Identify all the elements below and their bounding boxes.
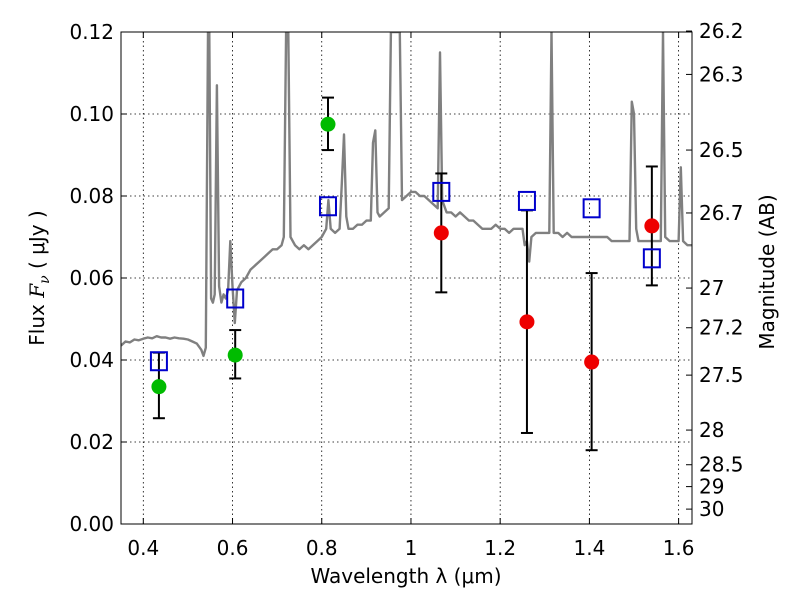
circle-marker bbox=[644, 218, 660, 234]
magnitude-tick-label: 28.5 bbox=[699, 453, 744, 477]
square-marker bbox=[517, 190, 536, 211]
x-tick-label: 1.2 bbox=[484, 536, 516, 560]
circle-marker bbox=[519, 314, 535, 330]
y-tick-label: 0.10 bbox=[69, 102, 114, 126]
y-tick-labels: 0.00 0.02 0.04 0.06 0.08 0.10 0.12 bbox=[69, 20, 114, 536]
y-axis-title: Flux Fν ( μJy ) bbox=[25, 210, 53, 345]
model-spectrum bbox=[121, 32, 692, 358]
y-tick-label: 0.08 bbox=[69, 184, 114, 208]
square-marker bbox=[642, 248, 661, 269]
magnitude-tick-label: 27 bbox=[699, 276, 724, 300]
circle-marker bbox=[227, 347, 243, 363]
magnitude-axis-title: Magnitude (AB) bbox=[755, 194, 779, 349]
y-tick-label: 0.06 bbox=[69, 266, 114, 290]
square-marker bbox=[582, 198, 601, 219]
x-tick-label: 1.4 bbox=[573, 536, 605, 560]
y-tick-label: 0.02 bbox=[69, 430, 114, 454]
x-tick-label: 1.6 bbox=[663, 536, 695, 560]
x-axis-title: Wavelength λ (μm) bbox=[310, 564, 501, 588]
magnitude-tick-label: 29 bbox=[699, 475, 724, 499]
magnitude-tick-label: 26.7 bbox=[699, 201, 744, 225]
square-marker bbox=[149, 351, 168, 372]
circle-marker bbox=[320, 116, 336, 132]
x-tick-label: 0.6 bbox=[217, 536, 249, 560]
x-tick-label: 0.8 bbox=[306, 536, 338, 560]
square-marker bbox=[432, 181, 451, 202]
magnitude-tick-label: 26.2 bbox=[699, 19, 744, 43]
magnitude-tick-label: 26.3 bbox=[699, 62, 744, 86]
y-tick-label: 0.04 bbox=[69, 348, 114, 372]
x-tick-labels: 0.4 0.6 0.8 1 1.2 1.4 1.6 bbox=[127, 536, 694, 560]
magnitude-tick-label: 30 bbox=[699, 497, 724, 521]
axis-ticks bbox=[121, 30, 692, 525]
circle-marker bbox=[584, 354, 600, 370]
magnitude-tick-label: 28 bbox=[699, 418, 724, 442]
spectrum-line bbox=[121, 32, 692, 358]
square-marker bbox=[226, 288, 245, 309]
x-tick-label: 1 bbox=[405, 536, 418, 560]
y-tick-label: 0.12 bbox=[69, 20, 114, 44]
magnitude-tick-label: 26.5 bbox=[699, 138, 744, 162]
y-tick-label: 0.00 bbox=[69, 512, 114, 536]
magnitude-tick-label: 27.2 bbox=[699, 316, 744, 340]
data-markers bbox=[149, 116, 661, 395]
x-tick-label: 0.4 bbox=[127, 536, 159, 560]
circle-marker bbox=[151, 379, 167, 395]
square-marker bbox=[318, 196, 337, 217]
magnitude-tick-label: 27.5 bbox=[699, 363, 744, 387]
circle-marker bbox=[433, 225, 449, 241]
